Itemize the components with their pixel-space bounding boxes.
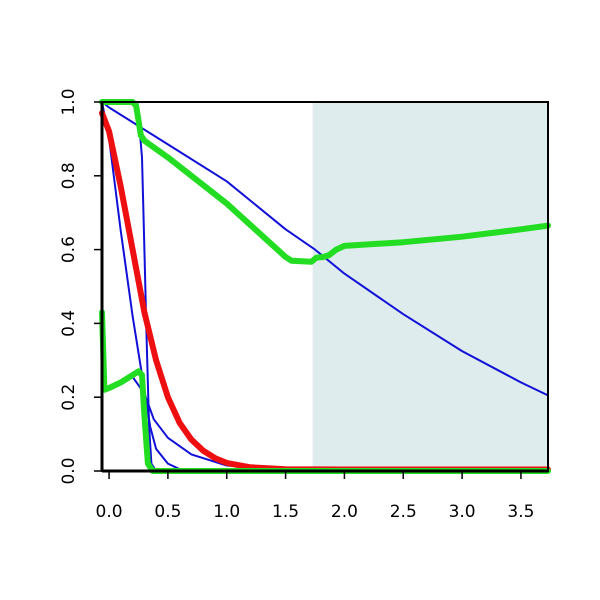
x-tick-label: 3.0 [449,502,476,522]
y-tick-label: 0.6 [59,236,79,263]
y-tick-label: 0.2 [59,384,79,411]
series-group [99,99,551,474]
x-tick-label: 0.5 [154,502,181,522]
y-tick-label: 1.0 [59,88,79,115]
y-tick-label: 0.0 [59,457,79,484]
shaded-region [312,102,548,471]
series-line-6 [99,99,551,265]
x-tick-label: 2.0 [331,502,358,522]
x-tick-label: 0.0 [96,502,123,522]
x-tick-label: 1.5 [272,502,299,522]
series-line-1 [101,101,549,397]
y-tick-label: 0.4 [59,310,79,337]
series-line-7 [99,309,551,474]
x-tick-label: 2.5 [390,502,417,522]
axes-group: 0.0 0.5 1.0 1.5 2.0 2.5 3.0 3.5 0.0 0.2 0.4 0.6 0.8 1… [59,88,549,522]
x-tick-label: 1.0 [213,502,240,522]
x-tick-label: 3.5 [507,502,534,522]
y-tick-label: 0.8 [59,162,79,189]
